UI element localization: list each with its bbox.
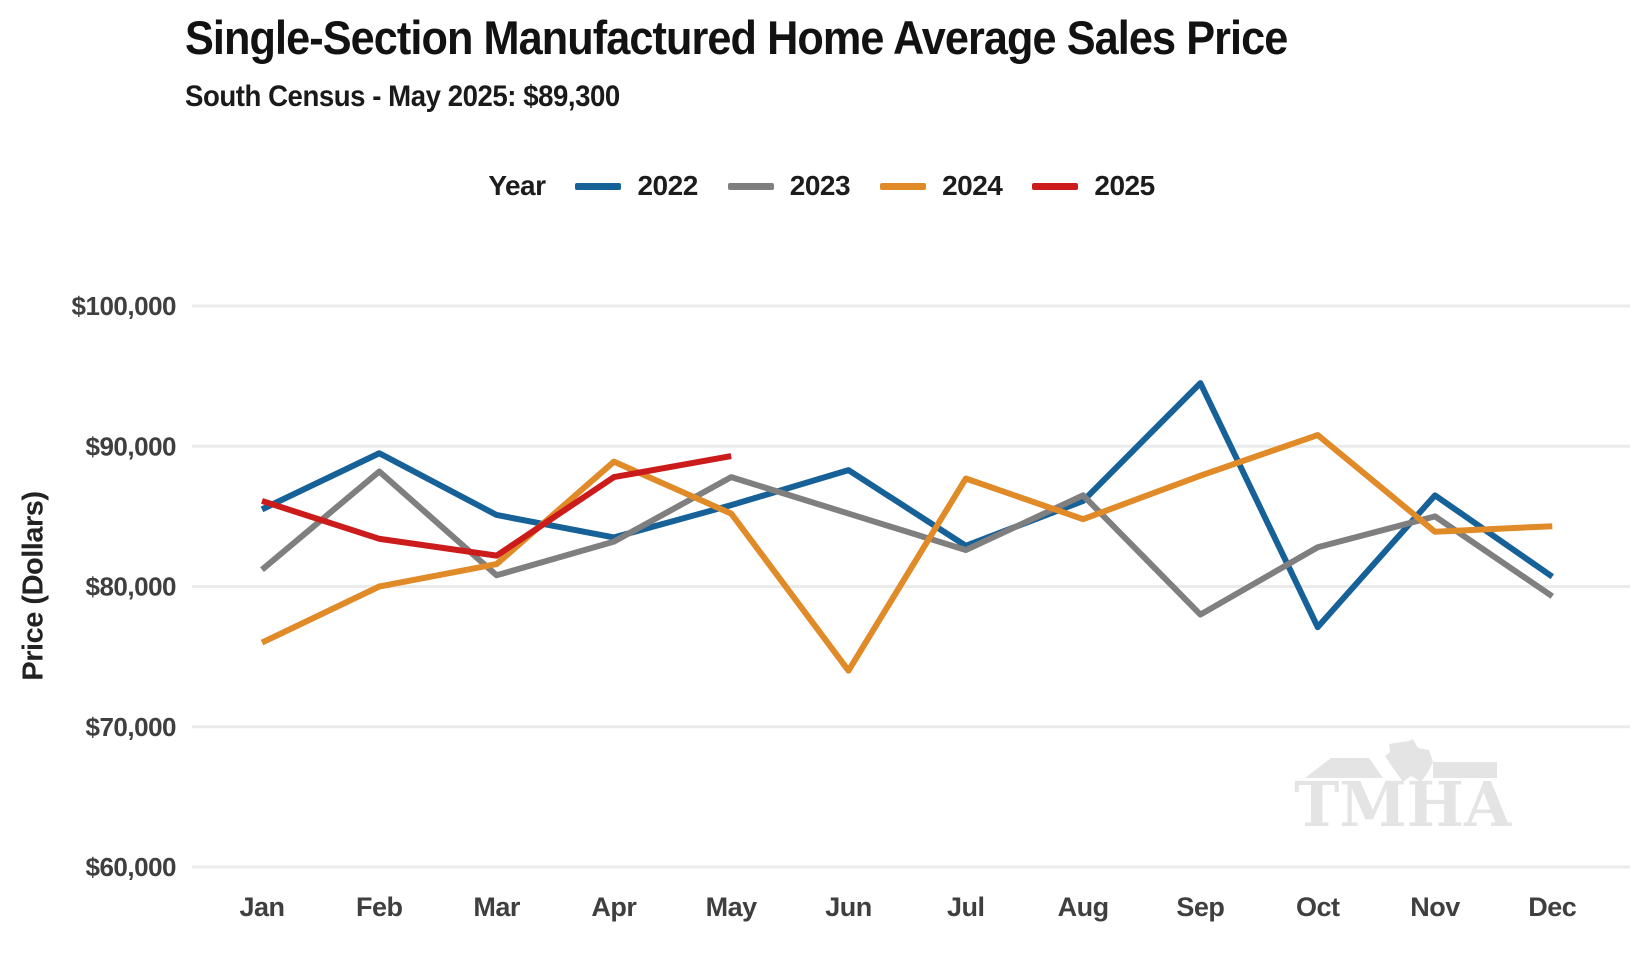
chart-subtitle: South Census - May 2025: $89,300: [185, 80, 620, 113]
legend-title: Year: [488, 170, 546, 201]
y-tick-label: $60,000: [86, 852, 177, 882]
x-tick-label: Apr: [591, 892, 637, 922]
legend-swatch-2025: [1032, 182, 1079, 190]
x-tick-label: Feb: [356, 892, 403, 922]
watermark-text: TMHA: [1294, 768, 1512, 841]
series-line-2023: [260, 468, 1554, 618]
x-tick-label: Mar: [473, 892, 521, 922]
legend-label: 2022: [637, 170, 698, 201]
legend-item-2025: 2025: [1032, 170, 1155, 202]
legend-item-2023: 2023: [727, 170, 851, 202]
series-line-2024: [260, 432, 1553, 674]
y-tick-label: $90,000: [86, 431, 177, 461]
legend-item-2024: 2024: [880, 170, 1003, 202]
legend: Year 2022 2023 2024 2025: [0, 170, 1643, 202]
x-tick-label: Dec: [1528, 892, 1577, 922]
legend-swatch-2023: [727, 182, 774, 190]
x-tick-label: Jul: [947, 892, 985, 922]
x-tick-label: Jun: [825, 892, 872, 922]
legend-label: 2024: [942, 170, 1003, 201]
legend-item-2022: 2022: [575, 170, 698, 202]
x-tick-label: Aug: [1058, 892, 1109, 922]
y-tick-label: $70,000: [86, 712, 177, 742]
x-tick-label: Nov: [1410, 892, 1460, 922]
series-line-2022: [260, 380, 1555, 631]
legend-label: 2023: [789, 170, 851, 201]
watermark: TMHA: [1292, 738, 1512, 841]
series-line-2025: [261, 453, 732, 559]
x-tick-label: Oct: [1296, 892, 1340, 922]
legend-items: 2022 2023 2024 2025: [575, 170, 1155, 202]
chart-title: Single-Section Manufactured Home Average…: [185, 11, 1288, 64]
legend-swatch-2022: [575, 182, 622, 190]
y-tick-label: $100,000: [72, 291, 176, 321]
x-tick-label: Jan: [239, 892, 284, 922]
y-tick-label: $80,000: [86, 572, 177, 602]
x-tick-label: May: [706, 892, 758, 922]
x-tick-label: Sep: [1176, 892, 1224, 922]
tmha-logo: [1305, 739, 1497, 782]
legend-swatch-2024: [880, 182, 927, 190]
legend-label: 2025: [1094, 170, 1155, 201]
